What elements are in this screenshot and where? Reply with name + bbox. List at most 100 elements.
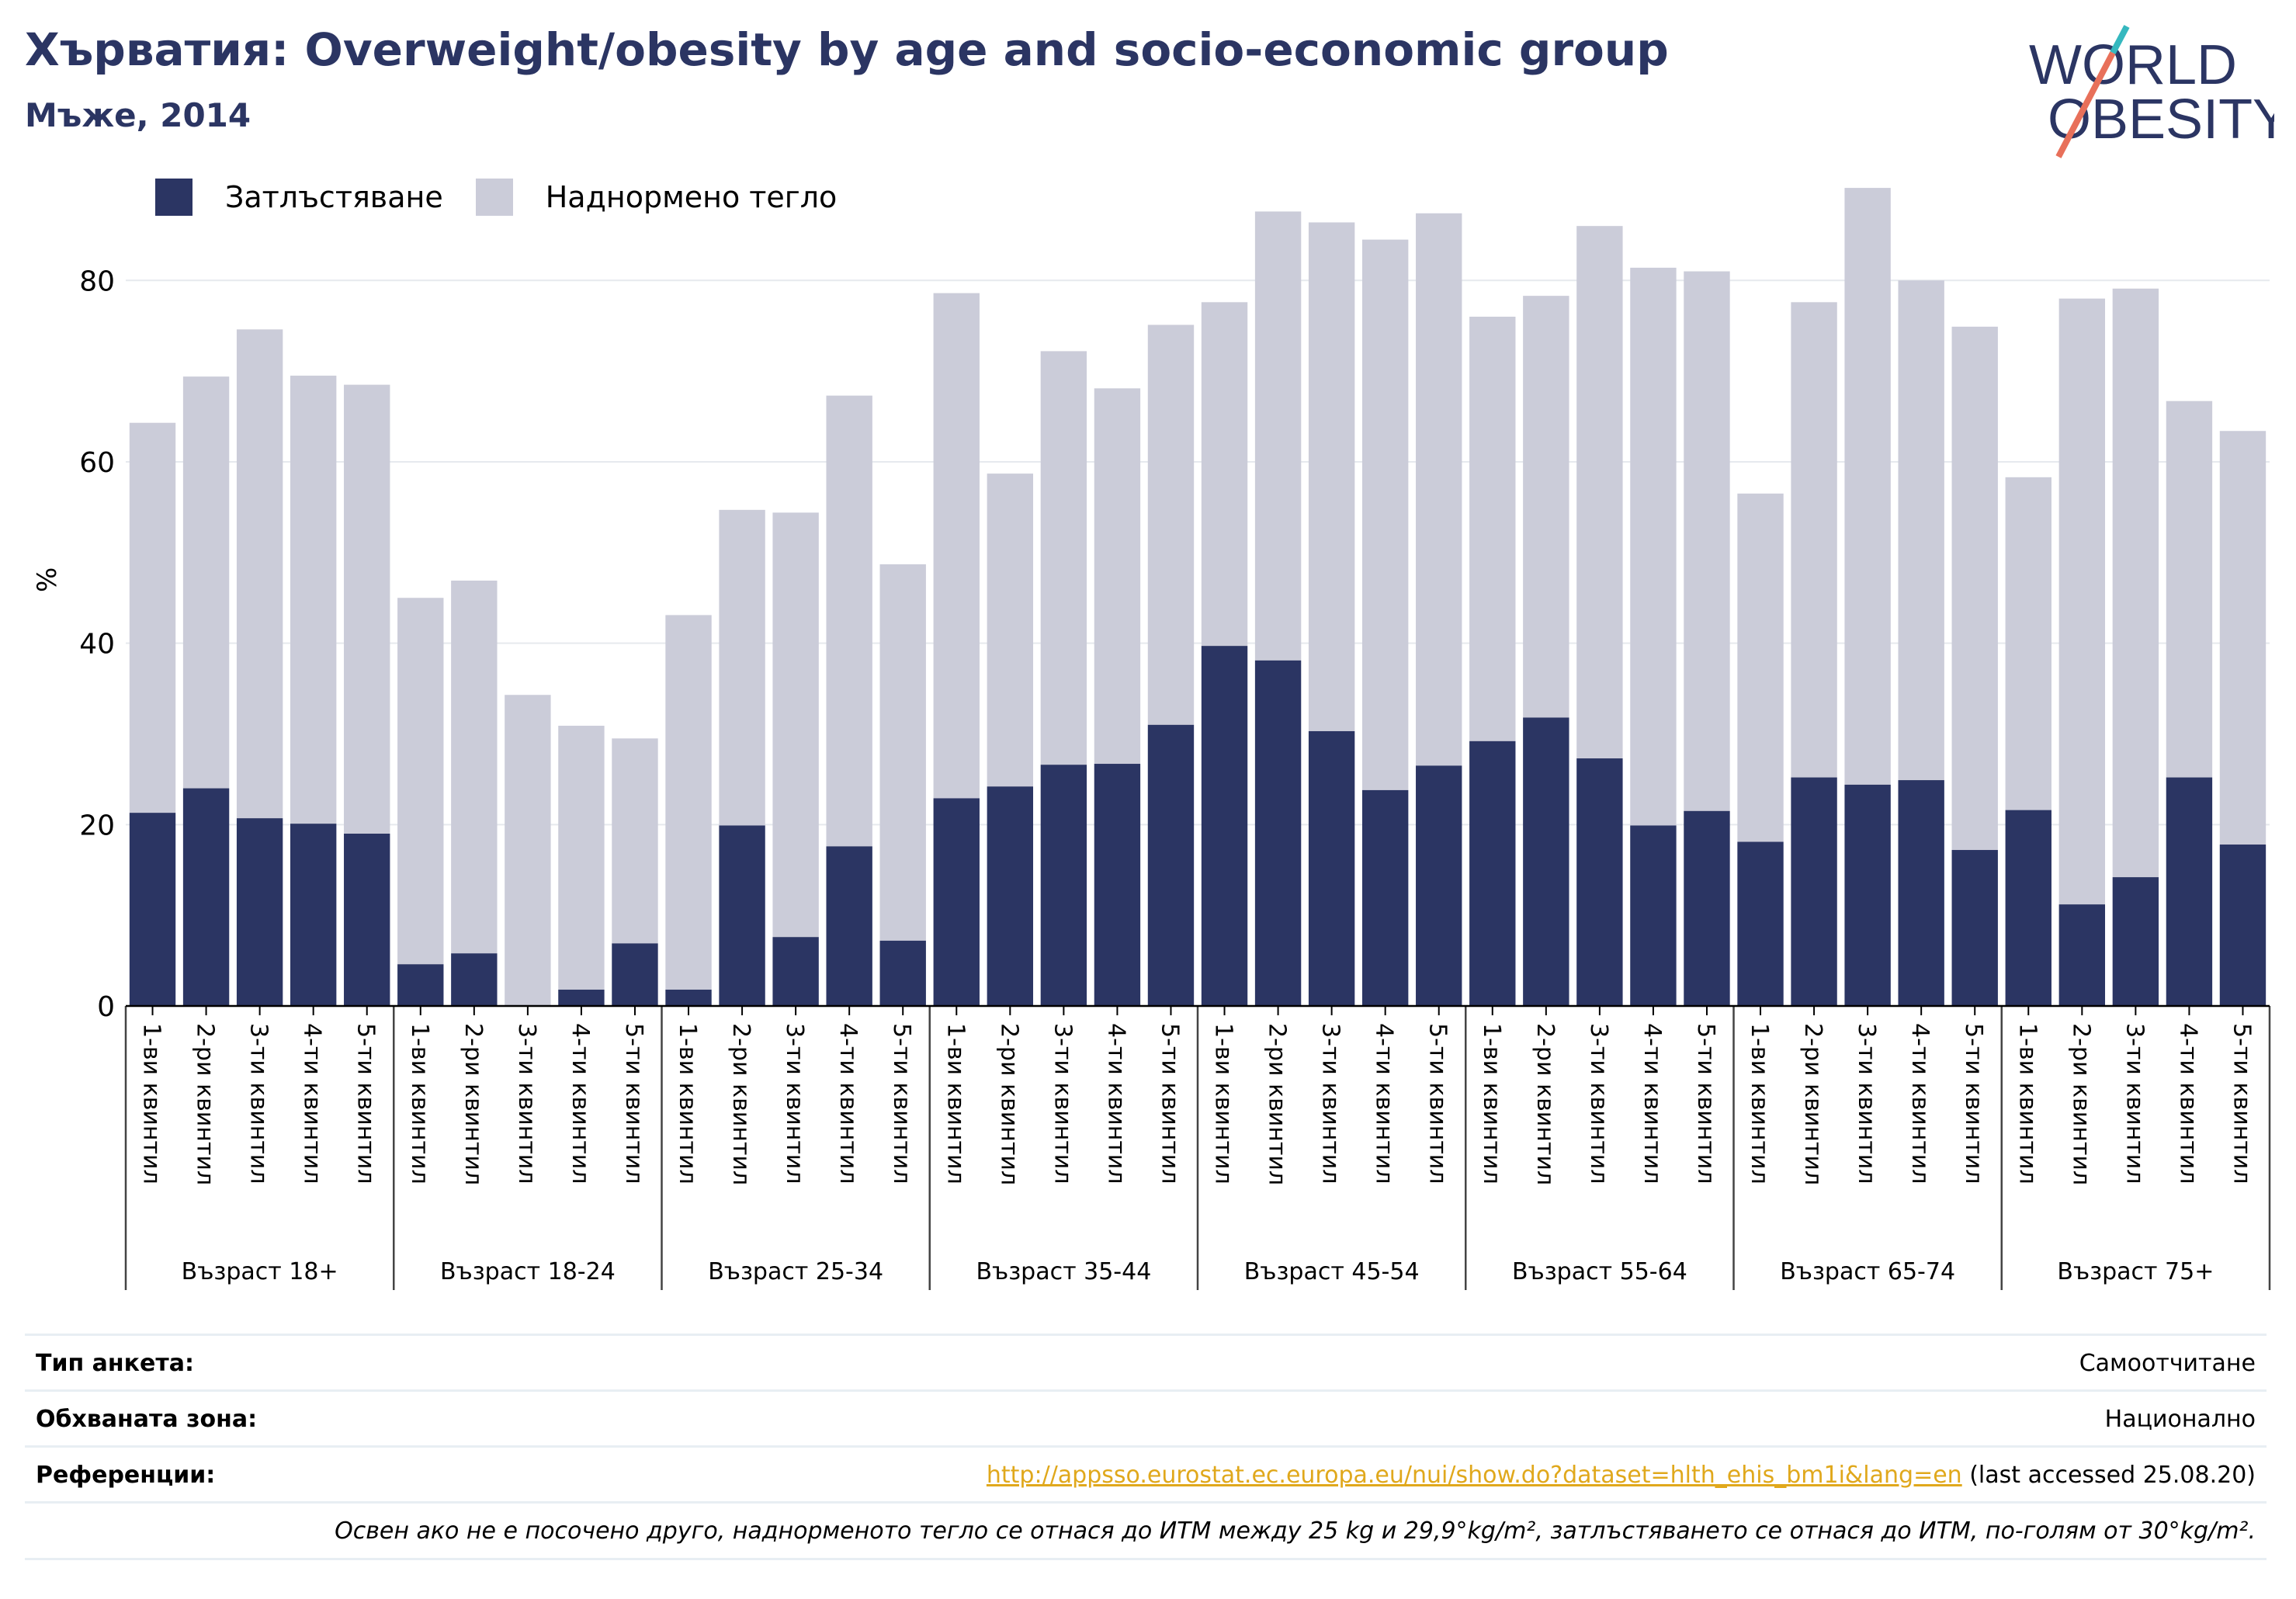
meta-row-area: Обхваната зона: Национално	[25, 1389, 2267, 1446]
x-tick-label: 1-ви квинтил	[406, 1023, 433, 1185]
bar-obesity	[1630, 825, 1677, 1006]
legend-item-obesity: Затлъстяване	[155, 179, 443, 216]
bar-overweight	[2058, 298, 2106, 905]
legend-label-obesity: Затлъстяване	[225, 180, 443, 214]
bar-overweight	[344, 384, 390, 834]
bar-obesity	[1844, 784, 1891, 1006]
references-label: Референции:	[36, 1461, 216, 1489]
x-tick-label: 3-ти квинтил	[245, 1023, 272, 1184]
bar-overweight	[2005, 477, 2051, 810]
bar-overweight	[1898, 280, 1944, 781]
bar-overweight	[1630, 267, 1677, 826]
bar-overweight	[129, 422, 176, 813]
bar-overweight	[772, 512, 819, 938]
x-tick-label: 2-ри квинтил	[2067, 1023, 2094, 1185]
bar-overweight	[719, 509, 765, 826]
bar-obesity	[1308, 730, 1355, 1006]
x-tick-label: 5-ти квинтил	[888, 1023, 915, 1184]
bar-obesity	[933, 798, 980, 1006]
x-tick-label: 2-ри квинтил	[727, 1023, 754, 1185]
bar-obesity	[1147, 724, 1195, 1006]
x-tick-label: 3-ти квинтил	[781, 1023, 808, 1184]
chart-subtitle: Мъже, 2014	[25, 96, 251, 134]
x-tick-label: 3-ти квинтил	[1853, 1023, 1880, 1184]
legend-item-overweight: Наднормено тегло	[475, 179, 838, 216]
meta-row-references: Референции: http://appsso.eurostat.ec.eu…	[25, 1445, 2267, 1502]
x-tick-label: 4-ти квинтил	[2174, 1023, 2201, 1184]
reference-accessed: (last accessed 25.08.20)	[1961, 1461, 2256, 1489]
bar-overweight	[451, 581, 498, 954]
x-tick-label: 4-ти квинтил	[567, 1023, 594, 1184]
bar-obesity	[1201, 646, 1248, 1006]
y-tick-label: 0	[97, 991, 115, 1023]
x-tick-label: 1-ви квинтил	[2013, 1023, 2041, 1185]
references-value: http://appsso.eurostat.ec.europa.eu/nui/…	[987, 1462, 2267, 1489]
x-tick-label: 1-ви квинтил	[942, 1023, 969, 1185]
bar-obesity	[558, 989, 605, 1006]
y-axis-label: %	[32, 567, 63, 592]
bar-overweight	[826, 395, 872, 847]
bar-obesity	[344, 834, 390, 1006]
bar-obesity	[1416, 765, 1462, 1006]
x-tick-label: 4-ти квинтил	[1906, 1023, 1934, 1184]
bar-obesity	[290, 824, 337, 1006]
x-tick-label: 4-ти квинтил	[1102, 1023, 1129, 1184]
x-tick-label: 2-ри квинтил	[995, 1023, 1022, 1185]
x-tick-label: 3-ти квинтил	[1317, 1023, 1344, 1184]
legend-swatch-overweight	[475, 179, 513, 216]
bar-overweight	[2219, 431, 2267, 845]
bar-obesity	[1737, 841, 1784, 1006]
survey-type-value: Самоотчитане	[2079, 1349, 2256, 1377]
meta-row-survey: Тип анкета: Самоотчитане	[25, 1334, 2267, 1390]
bar-obesity	[2005, 810, 2051, 1006]
x-tick-label: 5-ти квинтил	[1156, 1023, 1183, 1184]
bar-overweight	[1094, 388, 1141, 765]
bar-overweight	[1147, 324, 1195, 725]
group-label: Възраст 25-34	[708, 1258, 883, 1285]
x-tick-label: 5-ти квинтил	[352, 1023, 380, 1184]
x-tick-label: 1-ви квинтил	[674, 1023, 701, 1185]
group-label: Възраст 55-64	[1512, 1258, 1687, 1285]
y-tick-label: 60	[79, 447, 115, 479]
bar-chart: 0 20 40 60 80% 1-ви квинтил 2-ри квинтил 3-ти к…	[32, 188, 2271, 1290]
x-tick-label: 5-ти квинтил	[1424, 1023, 1451, 1184]
x-tick-label: 1-ви квинтил	[1210, 1023, 1237, 1185]
survey-type-label: Тип анкета:	[36, 1349, 194, 1377]
x-tick-label: 4-ти квинтил	[299, 1023, 326, 1184]
world-obesity-logo: WORLD OBESITY	[2029, 25, 2274, 158]
bar-obesity	[826, 846, 872, 1006]
bar-obesity	[2166, 777, 2213, 1006]
x-tick-label: 2-ри квинтил	[1799, 1023, 1826, 1185]
reference-link[interactable]: http://appsso.eurostat.ec.europa.eu/nui/…	[986, 1461, 1962, 1489]
x-tick-label: 2-ри квинтил	[1264, 1023, 1291, 1185]
x-tick-label: 1-ви квинтил	[1478, 1023, 1505, 1185]
bar-overweight	[290, 375, 337, 824]
group-label: Възраст 35-44	[976, 1258, 1151, 1285]
x-tick-label: 3-ти квинтил	[513, 1023, 540, 1184]
coverage-value: Национално	[2104, 1405, 2256, 1433]
legend-swatch-obesity	[155, 179, 192, 216]
legend-label-overweight: Наднормено тегло	[545, 180, 838, 214]
bar-obesity	[1094, 764, 1141, 1006]
bar-overweight	[505, 695, 551, 1006]
group-label: Възраст 18-24	[440, 1258, 616, 1285]
bar-obesity	[2058, 904, 2106, 1006]
bar-overweight	[1791, 302, 1837, 778]
bar-obesity	[451, 953, 498, 1006]
bar-overweight	[1844, 188, 1891, 785]
x-tick-label: 1-ви квинтил	[1746, 1023, 1773, 1185]
bar-overweight	[1469, 317, 1516, 741]
x-tick-label: 3-ти квинтил	[1585, 1023, 1612, 1184]
coverage-label: Обхваната зона:	[36, 1405, 258, 1433]
bar-overweight	[933, 293, 980, 799]
x-tick-label: 5-ти квинтил	[2228, 1023, 2255, 1184]
bar-obesity	[397, 964, 444, 1006]
x-tick-label: 5-ти квинтил	[1692, 1023, 1719, 1184]
bar-overweight	[1523, 296, 1569, 718]
bar-obesity	[612, 943, 658, 1006]
logo-line-1: WORLD	[2029, 34, 2237, 96]
bar-obesity	[1791, 777, 1837, 1006]
x-tick-label: 3-ти квинтил	[1049, 1023, 1076, 1184]
x-tick-label: 2-ри квинтил	[192, 1023, 219, 1185]
bar-obesity	[1576, 758, 1623, 1006]
